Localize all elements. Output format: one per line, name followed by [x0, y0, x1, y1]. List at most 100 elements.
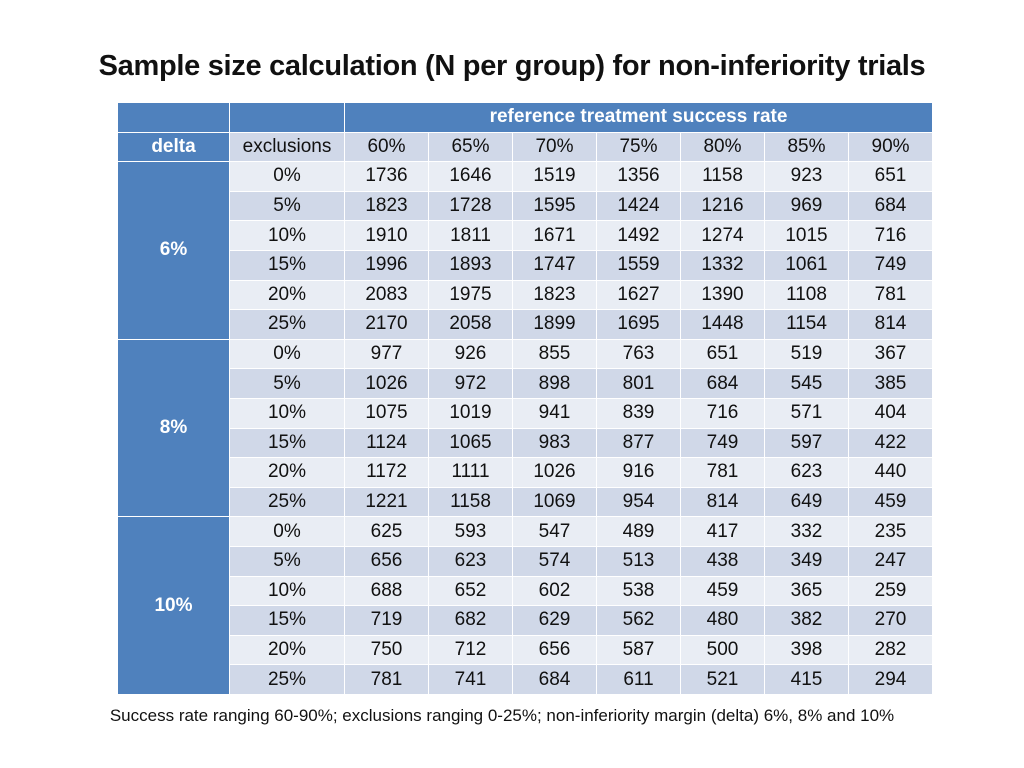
sample-size-cell: 652: [428, 575, 513, 607]
sample-size-cell: 969: [764, 190, 849, 222]
sample-size-cell: 521: [680, 664, 765, 695]
table-row: 5% 656 623 574 513 438 349 247: [118, 545, 934, 577]
sample-size-cell: 1124: [344, 427, 429, 459]
sample-size-cell: 814: [680, 486, 765, 518]
exclusions-cell: 15%: [229, 427, 345, 459]
sample-size-cell: 1026: [512, 457, 597, 488]
table-row: 15% 719 682 629 562 480 382 270: [118, 605, 934, 636]
sample-size-cell: 259: [847, 575, 934, 607]
sample-size-cell: 741: [428, 664, 513, 695]
table-row: 8% 0% 977 926 855 763 651 519 367: [117, 338, 934, 518]
sample-size-cell: 538: [596, 575, 681, 607]
sample-size-cell: 1065: [428, 427, 513, 459]
sample-size-cell: 688: [344, 575, 429, 607]
sample-size-cell: 1823: [512, 279, 597, 311]
sample-size-table: reference treatment success rate delta e…: [117, 102, 934, 695]
sample-size-cell: 1747: [512, 249, 597, 281]
sample-size-cell: 1823: [344, 190, 429, 222]
sample-size-cell: 749: [680, 427, 765, 459]
table-row: 6% 0% 1736 1646 1519 1356 1158 923 651: [117, 161, 934, 340]
exclusions-cell: 25%: [229, 664, 345, 695]
sample-size-cell: 1492: [596, 220, 681, 251]
sample-size-cell: 977: [344, 338, 429, 370]
column-header-rate: 80%: [680, 131, 765, 163]
sample-size-cell: 1646: [428, 161, 513, 192]
sample-size-cell: 649: [764, 486, 849, 518]
sample-size-cell: 562: [596, 605, 681, 636]
column-header-rate: 85%: [764, 131, 849, 163]
sample-size-cell: 545: [764, 368, 849, 399]
exclusions-cell: 20%: [229, 634, 345, 666]
exclusions-cell: 0%: [229, 338, 345, 370]
sample-size-cell: 1154: [764, 309, 849, 340]
sample-size-cell: 1332: [680, 249, 765, 281]
sample-size-cell: 926: [428, 338, 513, 370]
sample-size-cell: 1108: [764, 279, 849, 311]
column-header-rate: 75%: [596, 131, 681, 163]
delta-cell: 10%: [117, 516, 230, 695]
table-row: 25% 781 741 684 611 521 415 294: [118, 664, 934, 695]
sample-size-cell: 1559: [596, 249, 681, 281]
sample-size-cell: 587: [596, 634, 681, 666]
sample-size-cell: 629: [512, 605, 597, 636]
sample-size-cell: 1216: [680, 190, 765, 222]
exclusions-cell: 20%: [229, 279, 345, 311]
sample-size-cell: 941: [512, 397, 597, 429]
sample-size-cell: 480: [680, 605, 765, 636]
exclusions-cell: 10%: [229, 397, 345, 429]
sample-size-cell: 1015: [764, 220, 849, 251]
sample-size-cell: 597: [764, 427, 849, 459]
column-header-rate: 90%: [847, 131, 934, 163]
column-header-delta: delta: [117, 131, 230, 163]
exclusions-cell: 0%: [229, 161, 345, 192]
exclusions-cell: 15%: [229, 605, 345, 636]
header-blank-cell: [117, 102, 230, 133]
sample-size-cell: 571: [764, 397, 849, 429]
sample-size-cell: 1595: [512, 190, 597, 222]
exclusions-cell: 5%: [229, 545, 345, 577]
exclusions-cell: 20%: [229, 457, 345, 488]
exclusions-cell: 0%: [229, 516, 345, 547]
group-header: reference treatment success rate: [343, 102, 934, 133]
sample-size-cell: 923: [764, 161, 849, 192]
sample-size-cell: 623: [764, 457, 849, 488]
sample-size-cell: 404: [847, 397, 934, 429]
sample-size-cell: 1069: [512, 486, 597, 518]
sample-size-cell: 1695: [596, 309, 681, 340]
sample-size-cell: 625: [344, 516, 429, 547]
sample-size-cell: 1910: [344, 220, 429, 251]
sample-size-cell: 749: [847, 249, 934, 281]
table-row: 25% 2170 2058 1899 1695 1448 1154 814: [118, 309, 934, 340]
table-row: 10% 688 652 602 538 459 365 259: [118, 575, 934, 607]
sample-size-cell: 382: [764, 605, 849, 636]
sample-size-cell: 1671: [512, 220, 597, 251]
sample-size-cell: 623: [428, 545, 513, 577]
exclusions-cell: 25%: [229, 486, 345, 518]
sample-size-cell: 367: [847, 338, 934, 370]
table-row: 10% 1910 1811 1671 1492 1274 1015 716: [118, 220, 934, 251]
sample-size-cell: 440: [847, 457, 934, 488]
table-row: 15% 1124 1065 983 877 749 597 422: [118, 427, 934, 459]
table-row: 5% 1026 972 898 801 684 545 385: [118, 368, 934, 399]
sample-size-cell: 1736: [344, 161, 429, 192]
delta-cell: 6%: [117, 161, 230, 340]
sample-size-cell: 2058: [428, 309, 513, 340]
sample-size-cell: 1061: [764, 249, 849, 281]
sample-size-cell: 763: [596, 338, 681, 370]
sample-size-cell: 1448: [680, 309, 765, 340]
sample-size-cell: 712: [428, 634, 513, 666]
sample-size-cell: 750: [344, 634, 429, 666]
sample-size-cell: 716: [680, 397, 765, 429]
sample-size-cell: 574: [512, 545, 597, 577]
table-row: 10% 1075 1019 941 839 716 571 404: [118, 397, 934, 429]
sample-size-cell: 954: [596, 486, 681, 518]
sample-size-cell: 2083: [344, 279, 429, 311]
sample-size-cell: 1019: [428, 397, 513, 429]
sample-size-cell: 385: [847, 368, 934, 399]
column-header-rate: 65%: [428, 131, 513, 163]
footnote: Success rate ranging 60-90%; exclusions …: [109, 706, 895, 725]
header-blank-cell: [229, 102, 345, 133]
column-header-rate: 60%: [344, 131, 429, 163]
sample-size-cell: 2170: [344, 309, 429, 340]
